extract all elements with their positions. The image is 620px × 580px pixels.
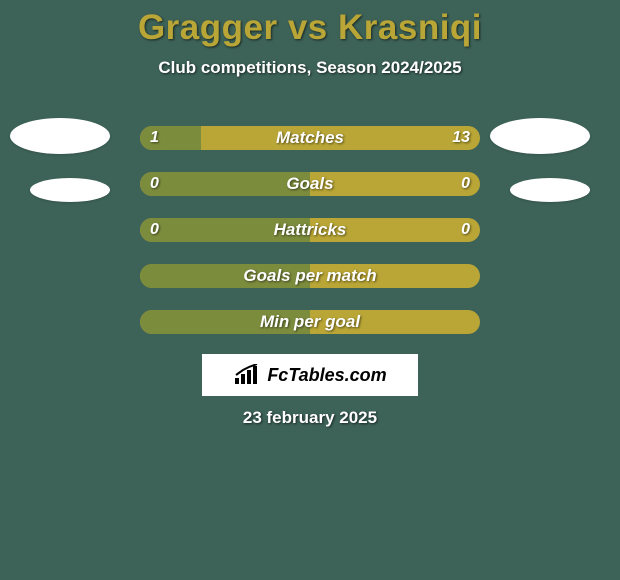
bar-value-right: 0 [461, 172, 470, 196]
footer-date: 23 february 2025 [0, 408, 620, 428]
brand-text: FcTables.com [267, 365, 386, 386]
bar-label: Hattricks [140, 218, 480, 242]
club-left-avatar [30, 178, 110, 202]
page-title: Gragger vs Krasniqi [0, 0, 620, 48]
chart-icon [233, 364, 261, 386]
player-right-avatar [490, 118, 590, 154]
bar-label: Goals per match [140, 264, 480, 288]
club-right-avatar [510, 178, 590, 202]
stat-bar: Goals per match [140, 264, 480, 288]
stat-bar: Goals0 0 [140, 172, 480, 196]
comparison-infographic: Gragger vs Krasniqi Club competitions, S… [0, 0, 620, 580]
bar-value-left: 1 [150, 126, 159, 150]
stat-bar: Min per goal [140, 310, 480, 334]
bar-value-left: 0 [150, 172, 159, 196]
brand-badge: FcTables.com [202, 354, 418, 396]
player-left-avatar [10, 118, 110, 154]
bar-value-right: 13 [452, 126, 470, 150]
bar-label: Min per goal [140, 310, 480, 334]
stat-bar: Matches1 13 [140, 126, 480, 150]
stat-bar: Hattricks0 0 [140, 218, 480, 242]
bar-value-right: 0 [461, 218, 470, 242]
bar-label: Matches [140, 126, 480, 150]
bar-label: Goals [140, 172, 480, 196]
subtitle: Club competitions, Season 2024/2025 [0, 58, 620, 78]
bar-value-left: 0 [150, 218, 159, 242]
comparison-bars: Matches113Goals00Hattricks00Goals per ma… [140, 126, 480, 356]
